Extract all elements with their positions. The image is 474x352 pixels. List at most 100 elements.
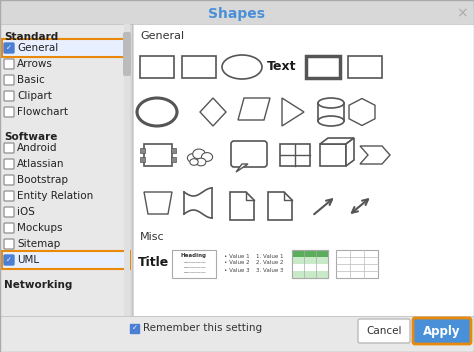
FancyBboxPatch shape — [4, 91, 14, 101]
Text: Title: Title — [138, 256, 170, 269]
Polygon shape — [320, 138, 354, 144]
Text: Basic: Basic — [17, 75, 45, 85]
Bar — [182, 56, 216, 78]
Polygon shape — [346, 138, 354, 166]
Text: • Value 1: • Value 1 — [224, 253, 250, 258]
Text: Text: Text — [267, 61, 297, 74]
Ellipse shape — [193, 149, 205, 159]
Bar — [124, 24, 130, 316]
Text: ─────────: ───────── — [183, 261, 205, 265]
Bar — [172, 250, 216, 278]
Text: • Value 3: • Value 3 — [224, 268, 250, 272]
Bar — [0, 24, 130, 316]
FancyBboxPatch shape — [4, 175, 14, 185]
Polygon shape — [282, 98, 304, 126]
Bar — [292, 271, 328, 278]
Bar — [320, 144, 346, 166]
Polygon shape — [349, 99, 375, 126]
Ellipse shape — [196, 158, 206, 166]
Text: Misc: Misc — [140, 232, 164, 242]
Text: ✓: ✓ — [6, 45, 12, 51]
Bar — [130, 323, 139, 333]
Text: iOS: iOS — [17, 207, 35, 217]
Bar — [0, 316, 474, 352]
Text: 3. Value 3: 3. Value 3 — [256, 268, 283, 272]
Bar — [140, 56, 174, 78]
Bar — [318, 103, 344, 121]
Polygon shape — [238, 98, 270, 120]
FancyBboxPatch shape — [4, 43, 14, 53]
FancyBboxPatch shape — [4, 207, 14, 217]
FancyBboxPatch shape — [413, 318, 471, 344]
FancyBboxPatch shape — [4, 239, 14, 249]
Polygon shape — [236, 164, 248, 172]
Text: Bootstrap: Bootstrap — [17, 175, 68, 185]
FancyBboxPatch shape — [4, 255, 14, 265]
Text: Heading: Heading — [181, 253, 207, 258]
Bar — [292, 250, 328, 257]
Text: ×: × — [456, 6, 468, 20]
Text: UML: UML — [17, 255, 39, 265]
Bar — [140, 157, 145, 162]
Text: Atlassian: Atlassian — [17, 159, 64, 169]
Text: General: General — [17, 43, 58, 53]
Bar — [171, 157, 176, 162]
FancyBboxPatch shape — [123, 32, 131, 76]
Text: Mockups: Mockups — [17, 223, 63, 233]
Bar — [292, 264, 328, 271]
Text: General: General — [140, 31, 184, 41]
FancyBboxPatch shape — [4, 107, 14, 117]
FancyBboxPatch shape — [4, 159, 14, 169]
Bar — [292, 250, 328, 278]
Ellipse shape — [201, 153, 213, 162]
FancyBboxPatch shape — [4, 143, 14, 153]
Bar — [171, 148, 176, 153]
Text: Apply: Apply — [423, 325, 461, 338]
Bar — [336, 250, 378, 278]
Bar — [292, 257, 328, 264]
Text: Remember this setting: Remember this setting — [143, 323, 262, 333]
Text: Standard: Standard — [4, 32, 58, 42]
Ellipse shape — [187, 153, 199, 162]
Text: Android: Android — [17, 143, 57, 153]
FancyBboxPatch shape — [358, 319, 410, 343]
Bar — [144, 144, 172, 166]
Bar — [280, 144, 310, 166]
Polygon shape — [360, 146, 390, 164]
Ellipse shape — [318, 116, 344, 126]
Polygon shape — [144, 192, 172, 214]
Bar — [2, 251, 130, 269]
Text: ─────────: ───────── — [183, 266, 205, 270]
Bar — [140, 148, 145, 153]
Text: Entity Relation: Entity Relation — [17, 191, 93, 201]
Text: Arrows: Arrows — [17, 59, 53, 69]
FancyBboxPatch shape — [4, 75, 14, 85]
Text: Cancel: Cancel — [366, 326, 402, 336]
Bar — [292, 250, 328, 278]
Bar — [348, 56, 382, 78]
Text: ─────────: ───────── — [183, 271, 205, 275]
Text: Shapes: Shapes — [209, 7, 265, 21]
Ellipse shape — [190, 159, 198, 165]
Ellipse shape — [137, 98, 177, 126]
Text: 1. Value 1: 1. Value 1 — [256, 253, 283, 258]
Ellipse shape — [222, 55, 262, 79]
Polygon shape — [268, 192, 292, 220]
Text: Flowchart: Flowchart — [17, 107, 68, 117]
Bar — [2, 39, 130, 57]
Bar — [134, 24, 474, 316]
Text: 2. Value 2: 2. Value 2 — [256, 260, 283, 265]
Text: • Value 2: • Value 2 — [224, 260, 250, 265]
Ellipse shape — [318, 98, 344, 108]
Text: ✓: ✓ — [6, 257, 12, 263]
Polygon shape — [200, 98, 226, 126]
Text: Sitemap: Sitemap — [17, 239, 60, 249]
Bar — [306, 56, 340, 78]
Text: ✓: ✓ — [132, 325, 137, 331]
Text: Networking: Networking — [4, 280, 73, 290]
FancyBboxPatch shape — [4, 191, 14, 201]
Polygon shape — [230, 192, 254, 220]
FancyBboxPatch shape — [231, 141, 267, 167]
FancyBboxPatch shape — [4, 223, 14, 233]
Text: Software: Software — [4, 132, 57, 142]
